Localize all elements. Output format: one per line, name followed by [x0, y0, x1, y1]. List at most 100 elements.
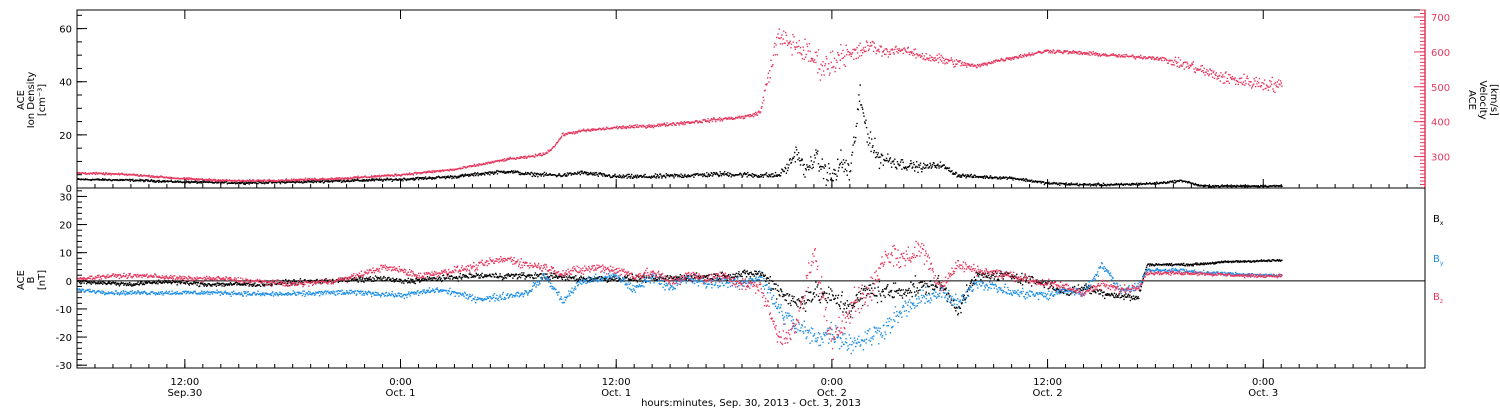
- data-point: [777, 33, 779, 35]
- data-point: [1220, 185, 1222, 187]
- data-point: [1098, 53, 1101, 55]
- data-point: [854, 49, 856, 52]
- data-point: [319, 178, 321, 180]
- data-point: [527, 172, 529, 174]
- data-point: [912, 161, 915, 164]
- data-point: [251, 285, 253, 287]
- data-point: [680, 173, 682, 175]
- data-point: [1234, 77, 1236, 79]
- data-point: [1012, 179, 1014, 181]
- data-point: [299, 280, 301, 283]
- data-point: [955, 172, 958, 174]
- data-point: [290, 178, 293, 180]
- data-point: [1070, 182, 1073, 184]
- data-point: [682, 123, 684, 126]
- data-point: [941, 60, 943, 62]
- data-point: [163, 282, 166, 284]
- data-point: [627, 173, 629, 176]
- data-point: [742, 175, 744, 177]
- data-point: [864, 46, 866, 48]
- data-point: [1230, 184, 1232, 186]
- data-point: [851, 151, 854, 154]
- data-point: [442, 274, 445, 276]
- data-point: [1147, 56, 1150, 59]
- data-point: [512, 172, 514, 174]
- data-point: [842, 49, 844, 52]
- data-point: [424, 177, 426, 179]
- data-point: [886, 49, 888, 51]
- data-point: [1236, 80, 1239, 82]
- data-point: [793, 295, 795, 298]
- data-point: [489, 174, 491, 176]
- data-point: [648, 277, 650, 279]
- data-point: [842, 159, 845, 161]
- data-point: [1260, 86, 1262, 88]
- data-point: [881, 154, 884, 157]
- data-point: [206, 285, 208, 287]
- data-point: [428, 276, 431, 278]
- data-point: [672, 122, 675, 124]
- data-point: [255, 285, 257, 287]
- data-point: [552, 272, 555, 275]
- data-point: [235, 281, 237, 283]
- data-point: [700, 120, 702, 123]
- data-point: [183, 181, 185, 183]
- data-point: [163, 180, 165, 183]
- data-point: [362, 179, 364, 181]
- data-point: [705, 275, 707, 278]
- data-point: [675, 124, 677, 126]
- data-point: [793, 156, 795, 158]
- data-point: [1131, 55, 1133, 58]
- data-point: [1273, 83, 1275, 85]
- data-point: [1088, 51, 1090, 53]
- data-point: [1120, 183, 1122, 186]
- data-point: [1050, 52, 1052, 54]
- data-point: [620, 126, 622, 129]
- data-point: [156, 176, 158, 179]
- data-point: [202, 181, 205, 184]
- data-point: [519, 276, 522, 279]
- data-point: [184, 182, 187, 184]
- data-point: [284, 180, 286, 182]
- data-point: [796, 154, 798, 156]
- data-point: [964, 62, 967, 64]
- data-point: [1277, 86, 1279, 88]
- data-point: [432, 279, 434, 281]
- data-point: [799, 160, 801, 162]
- data-point: [1086, 183, 1089, 186]
- data-point: [904, 49, 906, 51]
- data-point: [136, 173, 139, 176]
- data-point: [593, 172, 596, 174]
- data-point: [363, 179, 366, 181]
- data-point: [444, 175, 446, 178]
- data-point: [202, 284, 205, 286]
- data-point: [1154, 182, 1157, 184]
- velocity-axis-label: ACE Velocity [km/s]: [1466, 80, 1499, 119]
- data-point: [924, 164, 926, 166]
- data-point: [939, 165, 941, 167]
- data-point: [749, 272, 751, 274]
- data-point: [482, 163, 484, 166]
- data-point: [417, 279, 420, 281]
- data-point: [360, 280, 363, 283]
- data-point: [471, 275, 474, 278]
- data-point: [806, 290, 808, 293]
- data-point: [523, 272, 525, 274]
- data-point: [1014, 177, 1016, 179]
- data-point: [1222, 74, 1224, 76]
- data-point: [1158, 58, 1160, 60]
- data-point: [852, 48, 854, 51]
- data-point: [833, 57, 836, 59]
- data-point: [1096, 54, 1098, 56]
- data-point: [591, 280, 593, 283]
- data-point: [242, 284, 244, 286]
- data-point: [243, 282, 246, 284]
- velocity-axis-label-line-2: Velocity: [1477, 80, 1488, 119]
- data-point: [934, 57, 936, 59]
- data-point: [613, 279, 615, 281]
- data-point: [799, 164, 802, 166]
- data-point: [282, 181, 284, 184]
- data-point: [109, 281, 111, 283]
- data-point: [765, 84, 768, 86]
- data-point: [209, 285, 212, 287]
